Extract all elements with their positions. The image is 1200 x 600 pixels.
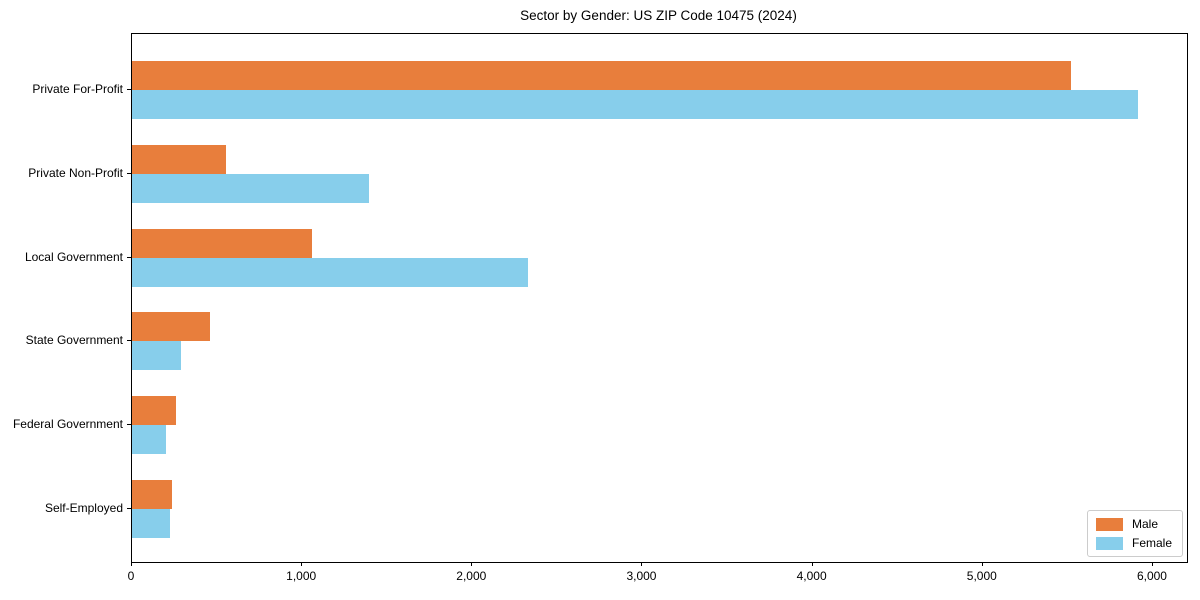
y-tick-label: State Government <box>25 333 123 348</box>
legend-swatch-female <box>1095 536 1123 550</box>
y-tick-mark <box>127 508 131 509</box>
legend: Male Female <box>1086 510 1183 557</box>
y-tick-label: Self-Employed <box>44 501 123 515</box>
x-tick-label: 4,000 <box>796 569 827 583</box>
legend-swatch-male <box>1095 517 1123 531</box>
bar-male-4 <box>132 396 177 426</box>
x-tick-label: 0 <box>127 569 135 583</box>
y-tick-mark <box>127 340 131 342</box>
legend-label-male: Male <box>1131 517 1158 531</box>
x-tick-label: 1,000 <box>286 569 317 583</box>
legend-item-female: Female <box>1095 536 1172 550</box>
bar-female-5 <box>132 509 171 538</box>
x-tick-mark <box>641 562 643 566</box>
y-tick-mark <box>127 424 131 426</box>
y-tick-mark <box>127 89 131 90</box>
bar-male-3 <box>132 312 211 342</box>
y-tick-mark <box>127 256 131 258</box>
x-tick-mark <box>131 562 132 566</box>
y-tick-label: Private For-Profit <box>32 82 123 96</box>
bar-male-0 <box>132 61 1072 90</box>
x-tick-mark <box>471 562 473 566</box>
bar-male-2 <box>132 228 312 258</box>
x-tick-label: 5,000 <box>966 569 997 583</box>
plot-area: Male Female <box>131 33 1188 563</box>
y-tick-label: Local Government <box>24 249 123 264</box>
bar-male-5 <box>132 480 172 509</box>
chart-title: Sector by Gender: US ZIP Code 10475 (202… <box>520 8 797 23</box>
bar-female-1 <box>132 173 369 203</box>
y-tick-mark <box>127 172 131 174</box>
bar-female-3 <box>132 341 182 371</box>
x-tick-label: 6,000 <box>1136 569 1167 583</box>
x-tick-mark <box>1151 562 1153 566</box>
x-tick-mark <box>301 562 303 566</box>
legend-item-male: Male <box>1095 517 1172 531</box>
x-tick-mark <box>811 562 813 566</box>
y-tick-label: Private Non-Profit <box>28 165 123 180</box>
x-tick-mark <box>981 562 983 566</box>
bar-male-1 <box>132 144 227 174</box>
legend-label-female: Female <box>1131 536 1172 550</box>
bar-female-0 <box>132 90 1138 119</box>
bar-female-2 <box>132 257 529 287</box>
x-tick-label: 2,000 <box>456 569 487 583</box>
y-tick-label: Federal Government <box>12 417 123 432</box>
bar-female-4 <box>132 425 167 455</box>
x-tick-label: 3,000 <box>626 569 657 583</box>
